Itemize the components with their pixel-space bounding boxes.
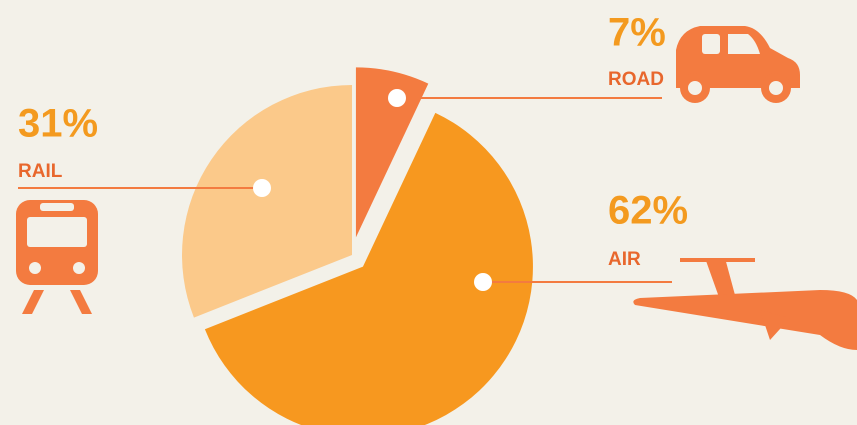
leader-dot [253,179,271,197]
leader-dot [388,89,406,107]
pie-slice [355,67,429,238]
leader-dot [474,273,492,291]
category-label: RAIL [18,161,63,182]
value-label: 31% [18,102,98,146]
car-icon [676,26,800,103]
pie-slice [204,112,533,425]
value-label: 7% [608,11,666,55]
train-icon [16,200,98,314]
pie-slice [182,85,352,318]
plane-icon [633,258,857,350]
category-label: ROAD [608,69,664,90]
value-label: 62% [608,189,688,233]
category-label: AIR [608,249,641,270]
